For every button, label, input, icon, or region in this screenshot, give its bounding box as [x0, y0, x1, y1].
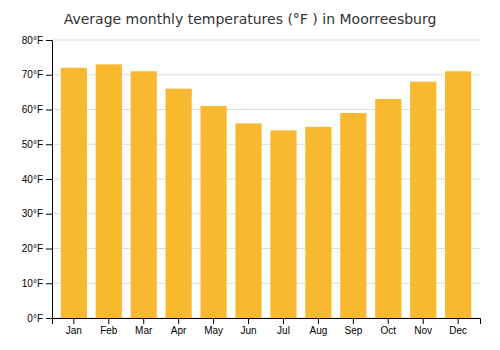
x-tick: Mar: [135, 318, 153, 336]
bar: [235, 123, 261, 318]
y-tick-label: 10°F: [22, 278, 43, 289]
y-tick-mark: [46, 283, 52, 284]
x-tick-mark: [143, 318, 144, 324]
y-tick: 10°F: [22, 278, 52, 289]
y-tick-mark: [46, 110, 52, 111]
x-tick: Feb: [100, 318, 118, 336]
y-tick: 70°F: [22, 69, 52, 80]
bar: [131, 71, 157, 318]
bar: [270, 130, 296, 318]
x-tick-label: Apr: [171, 325, 187, 336]
bar: [445, 71, 471, 318]
bar: [340, 113, 366, 318]
y-tick-label: 40°F: [22, 174, 43, 185]
x-axis-line: [53, 319, 481, 325]
y-tick: 40°F: [22, 174, 52, 185]
y-tick-mark: [46, 249, 52, 250]
x-tick-mark: [283, 318, 284, 324]
x-tick-mark: [353, 318, 354, 324]
y-tick-label: 80°F: [22, 35, 43, 46]
x-tick-label: Sep: [344, 325, 362, 336]
x-tick: Jan: [66, 318, 82, 336]
y-tick-label: 0°F: [27, 313, 43, 324]
y-tick-label: 50°F: [22, 139, 43, 150]
y-tick: 50°F: [22, 139, 52, 150]
y-tick-mark: [46, 75, 52, 76]
title: Average monthly temperatures (°F ) in Mo…: [64, 11, 437, 27]
x-tick-mark: [213, 318, 214, 324]
y-tick: 80°F: [22, 35, 52, 46]
y-axis-line: [46, 41, 53, 319]
y-tick-mark: [46, 318, 52, 319]
x-tick: Oct: [381, 318, 397, 336]
y-tick: 0°F: [27, 313, 52, 324]
x-tick-label: Feb: [100, 325, 118, 336]
y-tick: 60°F: [22, 104, 52, 115]
plot-area: 0°F 10°F 20°F 30°F 40°F 50°F 60°F 70°F 80°F Jan Fe…: [22, 35, 481, 336]
y-tick-mark: [46, 144, 52, 145]
x-tick-mark: [73, 318, 74, 324]
bars: [61, 64, 472, 318]
bar: [410, 82, 436, 318]
x-tick-mark: [388, 318, 389, 324]
y-tick: 20°F: [22, 243, 52, 254]
x-tick-mark: [108, 318, 109, 324]
y-tick-mark: [46, 40, 52, 41]
x-tick-mark: [423, 318, 424, 324]
x-tick-label: Dec: [449, 325, 467, 336]
bar: [166, 89, 192, 318]
x-tick: Aug: [310, 318, 328, 336]
x-tick: Jun: [240, 318, 256, 336]
y-tick-label: 70°F: [22, 69, 43, 80]
x-tick-label: Aug: [310, 325, 328, 336]
grid: [52, 40, 480, 318]
x-tick-mark: [178, 318, 179, 324]
x-tick: Dec: [449, 318, 467, 336]
y-tick-label: 30°F: [22, 208, 43, 219]
grid-line: [52, 40, 480, 41]
y-tick-label: 60°F: [22, 104, 43, 115]
x-tick-label: Jan: [66, 325, 82, 336]
bar: [305, 127, 331, 318]
x-tick: Sep: [344, 318, 362, 336]
x-tick: Jul: [277, 318, 290, 336]
x-tick-label: Oct: [381, 325, 397, 336]
x-tick-label: Mar: [135, 325, 153, 336]
y-axis: 0°F 10°F 20°F 30°F 40°F 50°F 60°F 70°F 80°F: [22, 35, 53, 324]
y-tick-mark: [46, 179, 52, 180]
x-tick-mark: [318, 318, 319, 324]
x-tick-label: Jul: [277, 325, 290, 336]
x-tick-label: May: [204, 325, 223, 336]
bar: [96, 64, 122, 318]
x-tick-label: Jun: [240, 325, 256, 336]
bar: [375, 99, 401, 318]
bar: [200, 106, 226, 318]
x-tick-label: Nov: [414, 325, 432, 336]
x-tick: Apr: [171, 318, 187, 336]
bar: [61, 68, 87, 318]
x-tick-mark: [248, 318, 249, 324]
x-tick: May: [204, 318, 223, 336]
y-tick-mark: [46, 214, 52, 215]
y-tick-label: 20°F: [22, 243, 43, 254]
x-tick-mark: [458, 318, 459, 324]
x-axis: Jan Feb Mar Apr May Jun Jul Aug Sep Oct Nov Dec: [53, 318, 481, 336]
chart: 0°F 10°F 20°F 30°F 40°F 50°F 60°F 70°F 80°F Jan Fe…: [0, 0, 500, 350]
x-tick: Nov: [414, 318, 432, 336]
y-tick: 30°F: [22, 208, 52, 219]
